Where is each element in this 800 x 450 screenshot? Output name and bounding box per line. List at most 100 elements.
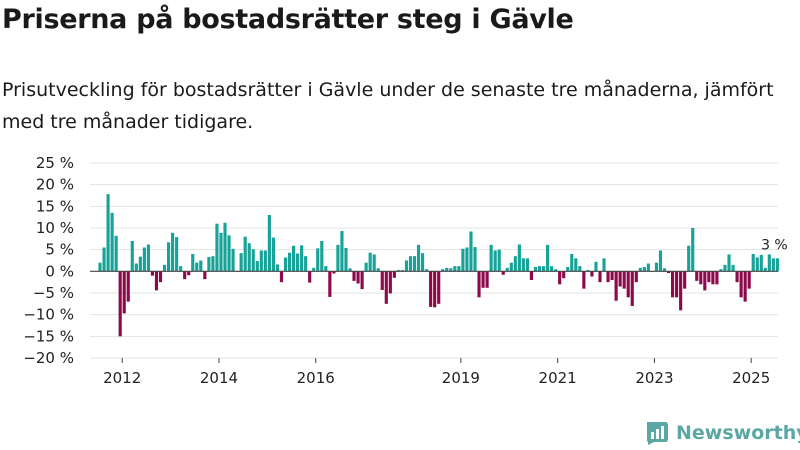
bar xyxy=(110,212,114,272)
bar xyxy=(396,270,400,272)
bar xyxy=(433,271,437,308)
bar xyxy=(267,215,271,272)
chart-subtitle: Prisutveckling för bostadsrätter i Gävle… xyxy=(2,79,774,133)
bar xyxy=(606,271,610,283)
bar xyxy=(634,271,638,283)
bar xyxy=(150,271,155,276)
bar xyxy=(384,271,388,304)
bar xyxy=(465,247,469,272)
bar xyxy=(203,271,207,280)
bar xyxy=(275,264,279,272)
bar xyxy=(352,271,356,281)
bar xyxy=(743,271,747,302)
bar xyxy=(719,269,723,272)
bar xyxy=(348,268,352,272)
bar xyxy=(102,247,106,272)
bar xyxy=(283,257,288,272)
x-tick-label: 2025 xyxy=(732,369,770,387)
bar xyxy=(344,247,348,272)
bar xyxy=(98,262,102,272)
bar xyxy=(263,250,267,272)
bar xyxy=(271,237,275,272)
bar xyxy=(654,262,659,272)
bar xyxy=(473,247,477,272)
bar xyxy=(525,258,529,272)
bar xyxy=(626,271,630,298)
bar xyxy=(529,271,534,280)
bar xyxy=(594,261,598,272)
last-value-label: 3 % xyxy=(761,237,788,253)
bar xyxy=(578,266,582,272)
bar xyxy=(497,249,501,272)
bar xyxy=(646,263,650,272)
y-tick-label: 20 % xyxy=(36,176,74,194)
bar xyxy=(453,266,457,272)
axis-layer: 25 % 20 % 15 % 10 % 5 % 0 % −5 % −10 % −15 % −20 … xyxy=(23,154,787,387)
bar xyxy=(376,268,380,272)
bar xyxy=(356,271,360,284)
y-tick-label: −20 % xyxy=(23,349,74,367)
bar xyxy=(614,271,618,301)
chart-title: Priserna på bostadsrätter steg i Gävle xyxy=(2,4,574,35)
bar xyxy=(481,271,485,288)
bar xyxy=(412,256,417,272)
bar xyxy=(296,253,300,272)
bar xyxy=(183,271,187,280)
bar xyxy=(715,271,719,285)
bar xyxy=(493,250,497,272)
bar xyxy=(699,271,703,285)
bar xyxy=(509,262,513,272)
x-tick-label: 2012 xyxy=(103,369,141,387)
bar xyxy=(755,257,759,272)
bar xyxy=(449,268,453,272)
bar xyxy=(513,256,517,272)
bar xyxy=(642,267,646,272)
bar xyxy=(392,271,396,278)
bar xyxy=(146,244,150,272)
bar xyxy=(179,266,183,272)
bar xyxy=(227,235,231,272)
x-tick-label: 2014 xyxy=(200,369,238,387)
bar xyxy=(658,250,663,272)
bar xyxy=(457,266,461,272)
bar xyxy=(215,223,219,272)
bar xyxy=(171,232,175,272)
bar xyxy=(541,266,546,272)
bar xyxy=(687,245,691,272)
bar xyxy=(247,243,251,272)
bar xyxy=(360,271,364,290)
bar xyxy=(590,271,594,277)
bar xyxy=(767,254,771,272)
price-change-bar-chart: 25 % 20 % 15 % 10 % 5 % 0 % −5 % −10 % −15 % −20 … xyxy=(23,154,787,387)
bar xyxy=(505,267,509,272)
bar xyxy=(332,271,336,274)
bar xyxy=(562,271,566,279)
bar xyxy=(328,271,332,297)
bar xyxy=(763,267,767,272)
bar xyxy=(574,258,578,272)
bar xyxy=(461,248,465,272)
bar xyxy=(517,244,521,272)
bar xyxy=(695,271,699,281)
bar xyxy=(582,271,586,289)
bar xyxy=(364,262,368,272)
y-tick-label: 15 % xyxy=(36,197,74,215)
bar xyxy=(251,249,255,272)
bar xyxy=(747,271,751,289)
bar xyxy=(421,253,425,272)
bar xyxy=(400,270,404,272)
bar xyxy=(291,245,296,272)
bar xyxy=(380,271,384,290)
bar xyxy=(187,271,191,276)
bar xyxy=(554,269,558,272)
bar xyxy=(711,271,715,285)
bar xyxy=(138,256,142,272)
y-tick-label: −5 % xyxy=(33,284,74,302)
bar xyxy=(437,271,441,304)
brand-name: Newsworthy xyxy=(676,422,800,444)
bar xyxy=(666,271,671,274)
bar xyxy=(304,256,308,272)
brand-logo[interactable]: Newsworthy xyxy=(644,418,800,448)
bar xyxy=(550,266,554,272)
bar xyxy=(691,228,695,272)
